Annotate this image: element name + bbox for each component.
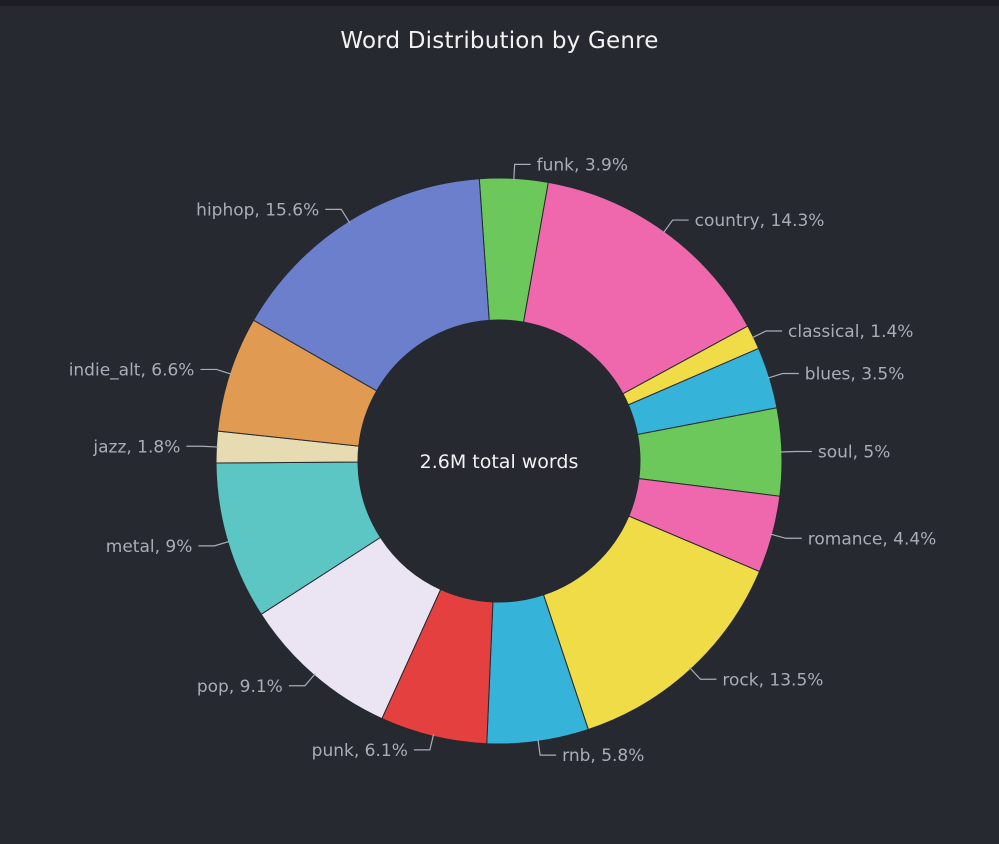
slice-label-jazz: jazz, 1.8% (92, 437, 180, 457)
leader-line-romance (770, 533, 802, 539)
leader-line-metal (198, 540, 230, 547)
leader-line-indie_alt (200, 368, 232, 375)
leader-line-pop (288, 673, 316, 687)
leader-line-rnb (537, 739, 557, 756)
slice-label-rock: rock, 13.5% (722, 670, 823, 690)
leader-line-punk (413, 734, 435, 751)
leader-lines-layer (186, 163, 812, 756)
leader-line-rock (689, 667, 717, 680)
slice-label-rnb: rnb, 5.8% (562, 746, 644, 766)
slice-label-blues: blues, 3.5% (805, 364, 905, 384)
slice-label-romance: romance, 4.4% (808, 529, 937, 549)
leader-line-hiphop (325, 208, 351, 224)
slice-hiphop[interactable] (252, 178, 490, 392)
leader-line-blues (767, 372, 799, 379)
leader-line-soul (779, 450, 812, 453)
labels-layer: funk, 3.9% country, 14.3% classical, 1.4% b… (69, 155, 937, 766)
slice-label-soul: soul, 5% (818, 442, 891, 462)
leader-line-classical (751, 330, 783, 339)
slice-label-funk: funk, 3.9% (537, 155, 628, 175)
slice-label-country: country, 14.3% (695, 211, 825, 231)
window-top-strip (0, 0, 999, 6)
slice-label-metal: metal, 9% (106, 537, 193, 557)
slice-rock[interactable] (542, 515, 761, 731)
center-label: 2.6M total words (420, 451, 579, 473)
slice-label-hiphop: hiphop, 15.6% (196, 200, 319, 220)
slice-label-pop: pop, 9.1% (197, 677, 283, 697)
leader-line-funk (513, 163, 531, 181)
slice-label-classical: classical, 1.4% (788, 322, 913, 342)
leader-line-jazz (186, 445, 219, 448)
slice-country[interactable] (523, 181, 749, 395)
chart-title: Word Distribution by Genre (340, 28, 659, 54)
slice-label-punk: punk, 6.1% (312, 741, 408, 761)
slices-layer (215, 177, 783, 745)
leader-line-country (662, 219, 689, 234)
slice-label-indie_alt: indie_alt, 6.6% (69, 360, 195, 380)
